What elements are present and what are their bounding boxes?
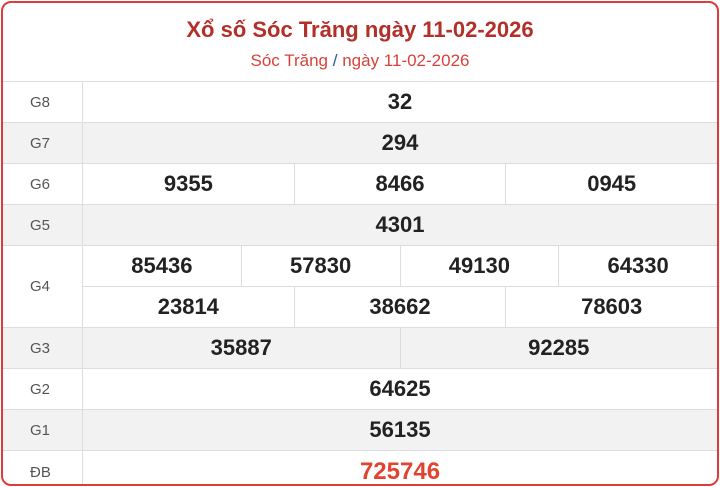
prize-numbers: 9355 8466 0945 xyxy=(83,164,717,204)
prize-numbers: 294 xyxy=(83,123,717,163)
prize-row-g5: G5 4301 xyxy=(3,205,717,246)
prize-label: G2 xyxy=(3,369,83,409)
prize-number: 78603 xyxy=(505,287,717,327)
prize-number: 9355 xyxy=(163,171,213,196)
number-line: 32 xyxy=(83,82,717,122)
prize-number: 85436 xyxy=(131,253,193,278)
prize-number: 32 xyxy=(387,89,413,114)
number-line: 35887 92285 xyxy=(83,328,717,368)
prize-number: 64625 xyxy=(369,376,431,401)
prize-number: 23814 xyxy=(157,294,219,319)
prize-numbers: 64625 xyxy=(83,369,717,409)
number-line: 85436 57830 49130 64330 xyxy=(83,246,717,286)
prize-number: 8466 xyxy=(293,164,506,204)
prize-numbers: 32 xyxy=(83,82,717,122)
number-line: 4301 xyxy=(83,205,717,245)
prize-row-đb: ĐB 725746 xyxy=(3,451,717,485)
prize-number: 64330 xyxy=(558,246,717,286)
prize-row-g7: G7 294 xyxy=(3,123,717,164)
number-line: 64625 xyxy=(83,369,717,409)
prize-label: G6 xyxy=(3,164,83,204)
prize-number: 57830 xyxy=(240,246,400,286)
prize-number: 35887 xyxy=(210,335,272,360)
prize-label: G4 xyxy=(3,246,83,327)
prize-label: ĐB xyxy=(3,451,83,484)
prize-numbers: 85436 57830 49130 64330 23814 38662 78603 xyxy=(83,246,717,327)
breadcrumb: Sóc Trăng / ngày 11-02-2026 xyxy=(3,45,717,71)
prize-label: G1 xyxy=(3,410,83,450)
breadcrumb-date-link[interactable]: ngày 11-02-2026 xyxy=(342,51,470,70)
number-line: 9355 8466 0945 xyxy=(83,164,717,204)
results-table: G8 32 G7 294 G6 9355 8466 0945 G5 4301 G4 85436 5783… xyxy=(3,82,717,485)
breadcrumb-separator: / xyxy=(332,51,338,70)
prize-number: 0945 xyxy=(505,164,717,204)
special-prize-number: 725746 xyxy=(359,458,441,485)
prize-label: G8 xyxy=(3,82,83,122)
number-line: 23814 38662 78603 xyxy=(83,286,717,327)
prize-number: 56135 xyxy=(369,417,431,442)
prize-number: 294 xyxy=(381,130,419,155)
prize-label: G3 xyxy=(3,328,83,368)
prize-row-g6: G6 9355 8466 0945 xyxy=(3,164,717,205)
prize-numbers: 35887 92285 xyxy=(83,328,717,368)
prize-numbers: 56135 xyxy=(83,410,717,450)
prize-numbers: 725746 xyxy=(83,451,717,485)
prize-number: 4301 xyxy=(375,212,425,237)
number-line: 294 xyxy=(83,123,717,163)
prize-number: 38662 xyxy=(293,287,506,327)
prize-number: 92285 xyxy=(399,328,718,368)
header: Xổ số Sóc Trăng ngày 11-02-2026 Sóc Trăn… xyxy=(3,3,717,82)
prize-row-g8: G8 32 xyxy=(3,82,717,123)
prize-label: G5 xyxy=(3,205,83,245)
prize-number: 49130 xyxy=(399,246,559,286)
prize-row-g2: G2 64625 xyxy=(3,369,717,410)
prize-row-g3: G3 35887 92285 xyxy=(3,328,717,369)
prize-row-g4: G4 85436 57830 49130 64330 23814 38662 78603 xyxy=(3,246,717,328)
breadcrumb-province-link[interactable]: Sóc Trăng xyxy=(250,51,329,70)
number-line: 725746 xyxy=(83,451,717,485)
prize-row-g1: G1 56135 xyxy=(3,410,717,451)
prize-label: G7 xyxy=(3,123,83,163)
page-title: Xổ số Sóc Trăng ngày 11-02-2026 xyxy=(186,17,534,42)
number-line: 56135 xyxy=(83,410,717,450)
prize-numbers: 4301 xyxy=(83,205,717,245)
